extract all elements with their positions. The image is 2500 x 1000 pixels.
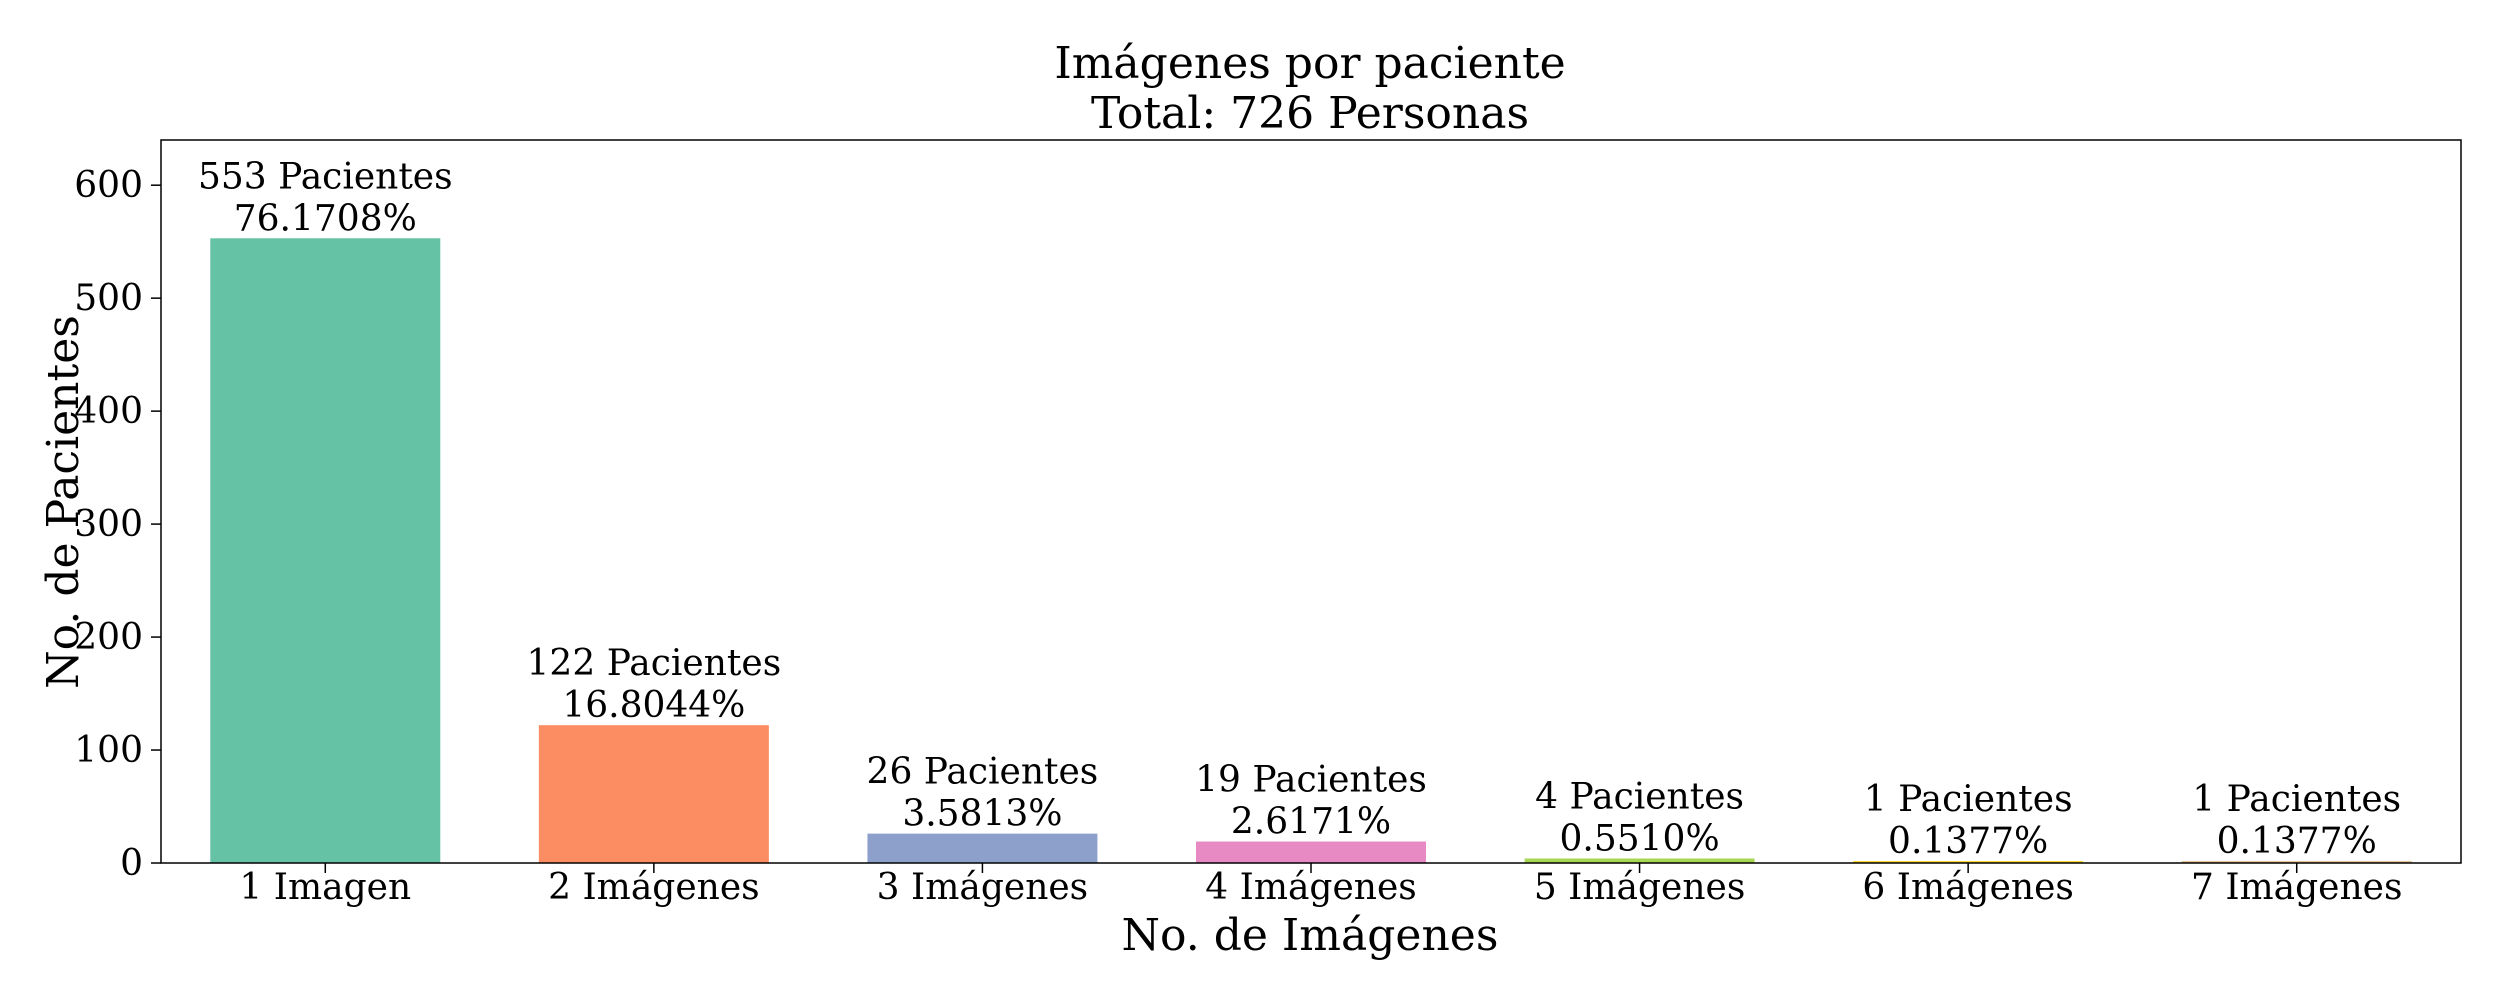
bar bbox=[867, 833, 1098, 863]
x-tick-label: 2 Imágenes bbox=[548, 867, 759, 908]
y-tick-label: 400 bbox=[74, 391, 143, 432]
bar-count-label: 26 Pacientes bbox=[867, 752, 1099, 793]
bar-count-label: 122 Pacientes bbox=[527, 643, 782, 684]
bar-count-label: 19 Pacientes bbox=[1195, 760, 1427, 801]
bar bbox=[210, 238, 441, 863]
chart-title: Imágenes por paciente bbox=[1054, 38, 1565, 89]
chart-subtitle: Total: 726 Personas bbox=[1091, 88, 1529, 139]
bar-percent-label: 0.5510% bbox=[1559, 818, 1719, 859]
bar-percent-label: 0.1377% bbox=[1888, 821, 2048, 862]
bar bbox=[2181, 861, 2412, 863]
bar-percent-label: 3.5813% bbox=[902, 794, 1062, 835]
plot-area: 0 100 200 300 400 500 600 1 Imagen 76.1708%553 P… bbox=[74, 156, 2412, 908]
x-axis-label: No. de Imágenes bbox=[1122, 910, 1499, 961]
y-tick-label: 200 bbox=[74, 617, 143, 658]
bar-percent-label: 76.1708% bbox=[234, 198, 417, 239]
bar bbox=[538, 725, 769, 863]
bar-count-label: 1 Pacientes bbox=[2192, 779, 2401, 820]
y-tick-label: 0 bbox=[120, 843, 143, 884]
bar bbox=[1524, 858, 1755, 863]
bar bbox=[1196, 841, 1426, 863]
x-tick-label: 1 Imagen bbox=[239, 867, 411, 908]
x-tick-label: 4 Imágenes bbox=[1205, 867, 1416, 908]
y-tick-label: 100 bbox=[74, 730, 143, 771]
bar-percent-label: 2.6171% bbox=[1231, 802, 1391, 843]
x-tick-label: 3 Imágenes bbox=[877, 867, 1088, 908]
x-tick-label: 5 Imágenes bbox=[1534, 867, 1745, 908]
bar-count-label: 553 Pacientes bbox=[198, 156, 453, 197]
y-tick-label: 500 bbox=[74, 278, 143, 319]
bar-percent-label: 0.1377% bbox=[2217, 821, 2377, 862]
y-axis-label: No. de Pacientes bbox=[38, 315, 89, 689]
plot-frame bbox=[160, 139, 2462, 864]
x-tick-label: 7 Imágenes bbox=[2191, 867, 2402, 908]
bar-count-label: 4 Pacientes bbox=[1535, 776, 1744, 817]
bar-count-label: 1 Pacientes bbox=[1864, 779, 2073, 820]
bar bbox=[1853, 861, 2084, 863]
y-tick-label: 300 bbox=[74, 504, 143, 545]
x-tick-label: 6 Imágenes bbox=[1862, 867, 2073, 908]
y-tick-label: 600 bbox=[74, 165, 143, 206]
bar-percent-label: 16.8044% bbox=[562, 685, 745, 726]
